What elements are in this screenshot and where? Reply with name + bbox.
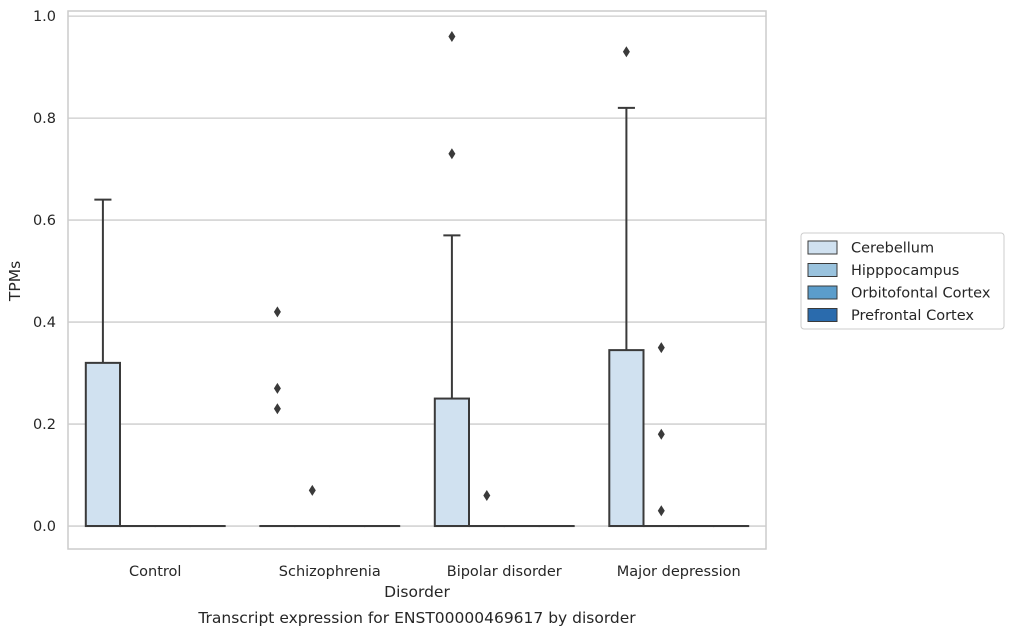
- box-group: [84, 198, 122, 528]
- y-tick-label: 0.8: [33, 111, 56, 127]
- x-tick-label: Bipolar disorder: [447, 564, 562, 580]
- box: [433, 397, 471, 528]
- legend-swatch: [807, 285, 838, 300]
- box-group: [294, 484, 331, 528]
- legend-swatch: [807, 263, 838, 277]
- x-tick-label: Control: [129, 564, 181, 580]
- legend-label: Orbitofontal Cortex: [851, 286, 991, 302]
- outlier-point: [657, 342, 665, 354]
- plot-frame: [67, 10, 767, 550]
- y-tick-label: 0.4: [33, 315, 56, 331]
- box-group: [468, 489, 505, 528]
- box-group: [259, 306, 296, 528]
- outlier-point: [308, 484, 316, 496]
- legend-label: Hipppocampus: [851, 263, 959, 279]
- box-group: [608, 46, 645, 528]
- box: [608, 349, 645, 528]
- outlier-point: [273, 306, 281, 318]
- outlier-point: [273, 382, 281, 394]
- legend-frame: [800, 232, 1005, 330]
- legend: Cerebellum Hipppocampus Orbitofontal Corte…: [800, 232, 1005, 330]
- x-tick-labels: Control Schizophrenia Bipolar disorder Majo…: [129, 564, 741, 580]
- outlier-point: [448, 148, 456, 160]
- y-tick-label: 0.2: [33, 417, 56, 433]
- y-tick-labels: 0.0 0.2 0.4 0.6 0.8 1.0: [33, 9, 56, 535]
- outlier-point: [622, 46, 630, 58]
- outlier-point: [448, 30, 456, 42]
- x-tick-label: Major depression: [617, 564, 741, 580]
- box-group: [643, 342, 680, 528]
- y-tick-label: 0.6: [33, 213, 56, 229]
- y-tick-label: 0.0: [33, 519, 56, 535]
- legend-label: Cerebellum: [851, 241, 934, 257]
- box-groups: [84, 30, 750, 528]
- chart-caption: Transcript expression for ENST0000046961…: [197, 609, 636, 627]
- legend-label: Prefrontal Cortex: [851, 308, 974, 324]
- outlier-point: [657, 428, 665, 440]
- grid-lines: [68, 15, 766, 527]
- x-tick-label: Schizophrenia: [279, 564, 381, 580]
- y-axis-label: TPMs: [6, 261, 24, 302]
- outlier-point: [483, 489, 491, 501]
- x-axis-label: Disorder: [384, 583, 450, 601]
- outlier-point: [657, 505, 665, 517]
- y-tick-label: 1.0: [33, 9, 56, 25]
- legend-swatch: [807, 308, 838, 322]
- box-group: [433, 30, 471, 528]
- outlier-point: [273, 403, 281, 415]
- legend-swatch: [807, 240, 838, 255]
- box: [84, 361, 122, 528]
